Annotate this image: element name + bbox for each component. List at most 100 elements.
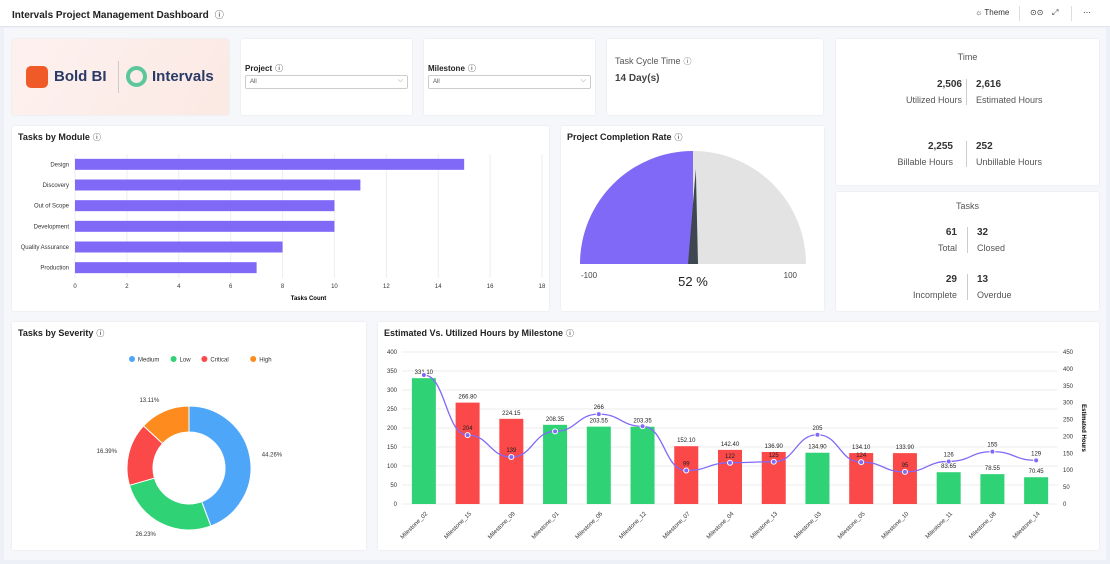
incomplete-tasks-value: 29 (945, 274, 957, 285)
y-right-tick-label: 50 (1063, 485, 1070, 491)
legend-marker (201, 356, 208, 362)
y-left-tick-label: 400 (387, 350, 398, 356)
line-point (420, 371, 427, 378)
info-icon[interactable]: ⓘ (92, 133, 101, 142)
project-dropdown[interactable]: All ⌵ (245, 75, 408, 89)
line-data-label: 204 (463, 426, 474, 432)
bold-bi-logo-icon (26, 66, 48, 88)
divider (967, 274, 968, 300)
milestone-filter-card: Milestone ⓘ All ⌵ (424, 39, 595, 115)
y-left-tick-label: 50 (390, 483, 397, 489)
intervals-logo-icon (126, 66, 147, 87)
chevron-down-icon: ⌵ (580, 77, 586, 84)
tasks-by-module-chart: 0 2 4 6 8 10 12 14 16 18 Design Discovery Out of Sco… (21, 154, 546, 302)
bar (630, 426, 655, 504)
view-icon[interactable]: ⊙⊙ (1030, 8, 1044, 17)
x-tick-label: Milestone_14 (1012, 511, 1042, 541)
line-data-label: 139 (506, 448, 517, 454)
gauge-min-label: -100 (581, 271, 598, 280)
gauge-max-label: 100 (784, 271, 798, 280)
bar (980, 474, 1005, 504)
bar (75, 179, 361, 191)
bar (1024, 477, 1049, 504)
y-right-tick-label: 0 (1063, 502, 1067, 508)
project-filter-card: Project ⓘ All ⌵ (241, 39, 412, 115)
estimated-hours-value: 2,616 (976, 79, 1002, 90)
time-title: Time (957, 52, 978, 62)
more-options-icon[interactable]: ⋯ (1083, 8, 1091, 17)
gauge-fill (580, 151, 693, 264)
task-cycle-label: Task Cycle Time (615, 56, 681, 66)
tasks-by-module-card: Tasks by Module ⓘ 0 2 4 6 8 10 12 14 16 18 Design Di… (12, 126, 549, 311)
info-icon[interactable]: ⓘ (96, 329, 105, 338)
info-icon[interactable]: ⓘ (467, 64, 476, 73)
info-icon[interactable]: ⓘ (674, 133, 683, 142)
info-icon[interactable]: ⓘ (214, 10, 224, 20)
bar-data-label: 134.10 (852, 445, 871, 451)
x-tick-label: Milestone_10 (881, 511, 911, 541)
milestone-value: All (433, 79, 440, 85)
line-point (552, 428, 559, 435)
bar (892, 453, 917, 504)
x-tick-label: Milestone_12 (618, 511, 648, 541)
data-label: 16.39% (97, 449, 118, 455)
bar (674, 446, 699, 504)
x-tick-label: 10 (331, 284, 338, 290)
y-tick-label: Design (50, 162, 69, 168)
x-tick-label: Milestone_04 (706, 511, 736, 541)
y-tick-label: Out of Scope (34, 204, 70, 210)
y-right-tick-label: 350 (1063, 384, 1074, 390)
bar-data-label: 266.80 (458, 395, 477, 401)
bar (543, 424, 568, 504)
intervals-logo: Intervals (152, 68, 214, 85)
line-data-label: 155 (987, 443, 998, 449)
y-tick-label: Quality Assurance (21, 245, 70, 251)
x-tick-label: Milestone_05 (837, 511, 867, 541)
gauge-value-label: 52 % (678, 274, 708, 289)
task-cycle-card: Task Cycle Time ⓘ 14 Day(s) (607, 39, 823, 115)
completion-rate-card: Project Completion Rate ⓘ -100 100 52 % (561, 126, 824, 311)
info-icon[interactable]: ⓘ (275, 64, 284, 73)
info-icon[interactable]: ⓘ (683, 57, 692, 66)
x-tick-label: 14 (435, 284, 442, 290)
y-left-tick-label: 0 (394, 502, 398, 508)
divider (967, 227, 968, 253)
dashboard-title: Intervals Project Management Dashboard (12, 10, 209, 21)
y-right-tick-label: 250 (1063, 418, 1074, 424)
x-tick-label: 4 (177, 284, 181, 290)
incomplete-tasks-label: Incomplete (912, 290, 957, 300)
line-point (814, 431, 821, 438)
billable-hours-value: 2,255 (927, 141, 953, 152)
theme-button[interactable]: ☼ Theme (975, 8, 1010, 17)
y-right-tick-label: 100 (1063, 468, 1074, 474)
project-label: Project (245, 64, 273, 73)
logo-card: Bold BI Intervals (12, 39, 229, 115)
chart-title: Project Completion Rate (567, 132, 672, 142)
bar-data-label: 133.90 (896, 445, 915, 451)
y-left-tick-label: 100 (387, 464, 398, 470)
y-right-tick-label: 300 (1063, 401, 1074, 407)
x-tick-label: 2 (125, 284, 129, 290)
x-tick-label: Milestone_15 (444, 511, 474, 541)
y-tick-label: Production (40, 266, 69, 272)
hours-by-milestone-card: Estimated Vs. Utilized Hours by Mileston… (378, 322, 1099, 550)
bar-data-label: 208.35 (546, 417, 565, 423)
chart-title: Estimated Vs. Utilized Hours by Mileston… (384, 328, 564, 338)
total-tasks-label: Total (937, 243, 957, 253)
x-tick-label: Milestone_11 (925, 511, 955, 541)
chevron-down-icon: ⌵ (397, 77, 403, 84)
milestone-dropdown[interactable]: All ⌵ (428, 75, 591, 89)
fullscreen-icon[interactable]: ⤢ (1052, 8, 1059, 17)
y-right-tick-label: 450 (1063, 350, 1074, 356)
donut-slice (188, 405, 252, 527)
legend-marker (129, 356, 135, 362)
y-right-tick-label: 400 (1063, 367, 1074, 373)
project-value: All (250, 79, 257, 85)
line-point (945, 458, 952, 465)
unbillable-hours-label: Unbillable Hours (976, 157, 1043, 167)
info-icon[interactable]: ⓘ (566, 329, 575, 338)
completion-gauge: -100 100 52 % (580, 151, 806, 289)
bar (805, 452, 830, 504)
bar-data-label: 224.15 (502, 411, 521, 417)
legend-label: Low (180, 358, 192, 364)
